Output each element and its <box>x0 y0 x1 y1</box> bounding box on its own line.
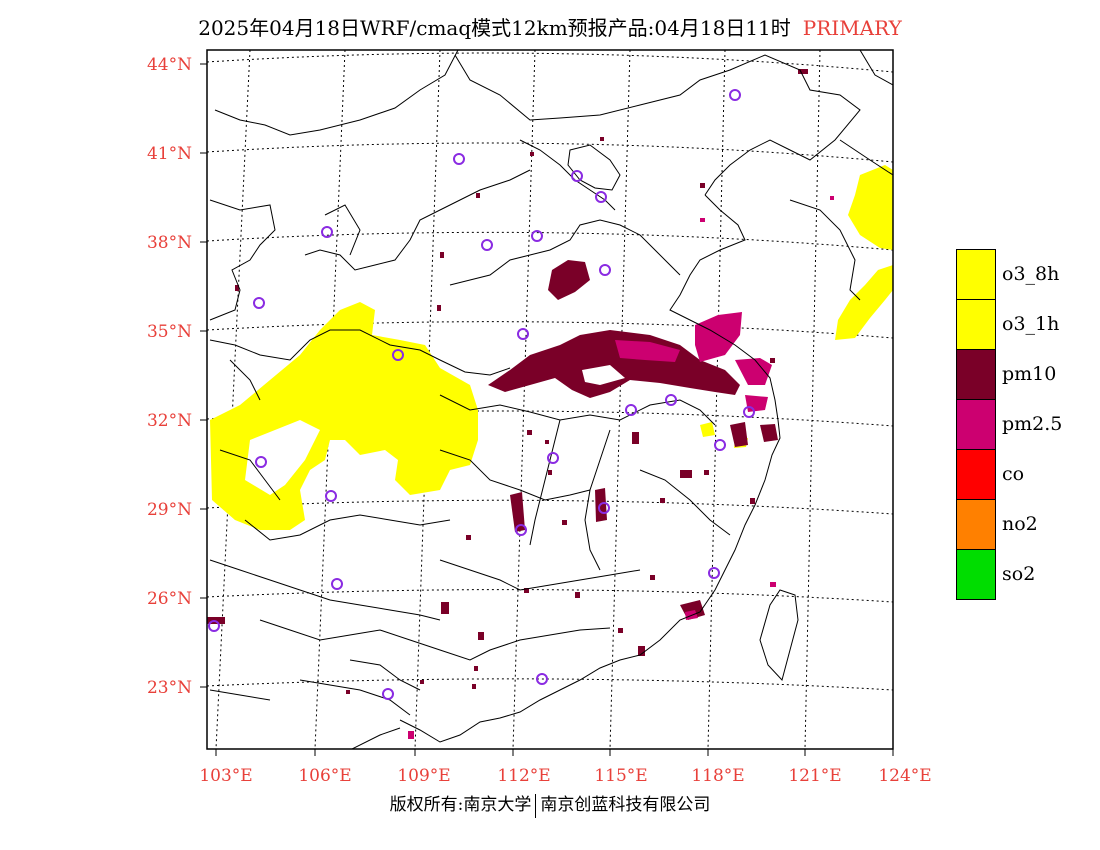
legend-swatch <box>956 399 996 450</box>
legend-label: pm2.5 <box>1002 413 1063 435</box>
lon-label: 118°E <box>691 766 744 786</box>
station-marker <box>547 452 559 464</box>
copyright-right: 南京创蓝科技有限公司 <box>540 795 711 815</box>
lon-label: 109°E <box>397 766 450 786</box>
station-marker <box>255 456 267 468</box>
lat-label: 35°N <box>147 322 192 342</box>
boundaries <box>209 50 893 749</box>
pm25-areas <box>615 312 772 620</box>
lon-label: 106°E <box>298 766 351 786</box>
station-marker <box>481 239 493 251</box>
station-marker <box>531 230 543 242</box>
lat-label: 32°N <box>147 411 192 431</box>
station-marker <box>665 394 677 406</box>
lat-label: 44°N <box>147 55 192 75</box>
lat-label: 38°N <box>147 233 192 253</box>
station-marker <box>743 406 755 418</box>
lon-label: 121°E <box>788 766 841 786</box>
station-marker <box>331 578 343 590</box>
station-marker <box>517 328 529 340</box>
legend-label: o3_8h <box>1002 263 1060 285</box>
lat-label: 41°N <box>147 144 192 164</box>
legend-label: no2 <box>1002 513 1038 535</box>
legend-label: pm10 <box>1002 363 1057 385</box>
lon-label: 112°E <box>497 766 550 786</box>
station-marker <box>536 673 548 685</box>
lon-label: 124°E <box>878 766 931 786</box>
map-frame <box>206 49 894 750</box>
lat-label: 29°N <box>147 500 192 520</box>
station-marker <box>208 620 220 632</box>
station-marker <box>625 404 637 416</box>
station-marker <box>453 153 465 165</box>
station-marker <box>325 490 337 502</box>
station-marker <box>598 502 610 514</box>
legend-swatch <box>956 299 996 350</box>
station-marker <box>599 264 611 276</box>
pm10-areas <box>488 260 778 620</box>
station-marker <box>382 688 394 700</box>
o3-areas <box>210 165 893 530</box>
copyright-left: 版权所有:南京大学 <box>389 795 532 815</box>
station-marker <box>729 89 741 101</box>
legend-swatch <box>956 549 996 600</box>
legend-swatch <box>956 349 996 400</box>
map-title: 2025年04月18日WRF/cmaq模式12km预报产品:04月18日11时 P… <box>0 12 1100 41</box>
station-marker <box>515 524 527 536</box>
lat-label: 23°N <box>147 678 192 698</box>
title-text: 2025年04月18日WRF/cmaq模式12km预报产品:04月18日11时 <box>198 16 791 40</box>
latitude-axis: 44°N 41°N 38°N 35°N 32°N 29°N 26°N 23°N <box>147 55 207 698</box>
legend-swatch <box>956 499 996 550</box>
station-marker <box>708 567 720 579</box>
station-marker <box>714 439 726 451</box>
longitude-axis: 103°E 106°E 109°E 112°E 115°E 118°E 121°… <box>199 749 932 786</box>
lat-label: 26°N <box>147 589 192 609</box>
legend-swatch <box>956 449 996 500</box>
footer-divider <box>535 793 537 818</box>
title-primary-tag: PRIMARY <box>802 16 902 40</box>
station-marker <box>321 226 333 238</box>
station-markers <box>208 89 755 700</box>
graticule <box>207 50 893 749</box>
station-marker <box>595 191 607 203</box>
station-marker <box>392 349 404 361</box>
station-marker <box>571 170 583 182</box>
legend-label: o3_1h <box>1002 313 1060 335</box>
legend-swatch <box>956 249 996 300</box>
station-marker <box>253 297 265 309</box>
lon-label: 115°E <box>594 766 647 786</box>
legend-label: so2 <box>1002 563 1036 585</box>
legend-label: co <box>1002 463 1025 485</box>
copyright-footer: 版权所有:南京大学 南京创蓝科技有限公司 <box>0 790 1100 818</box>
lon-label: 103°E <box>199 766 252 786</box>
